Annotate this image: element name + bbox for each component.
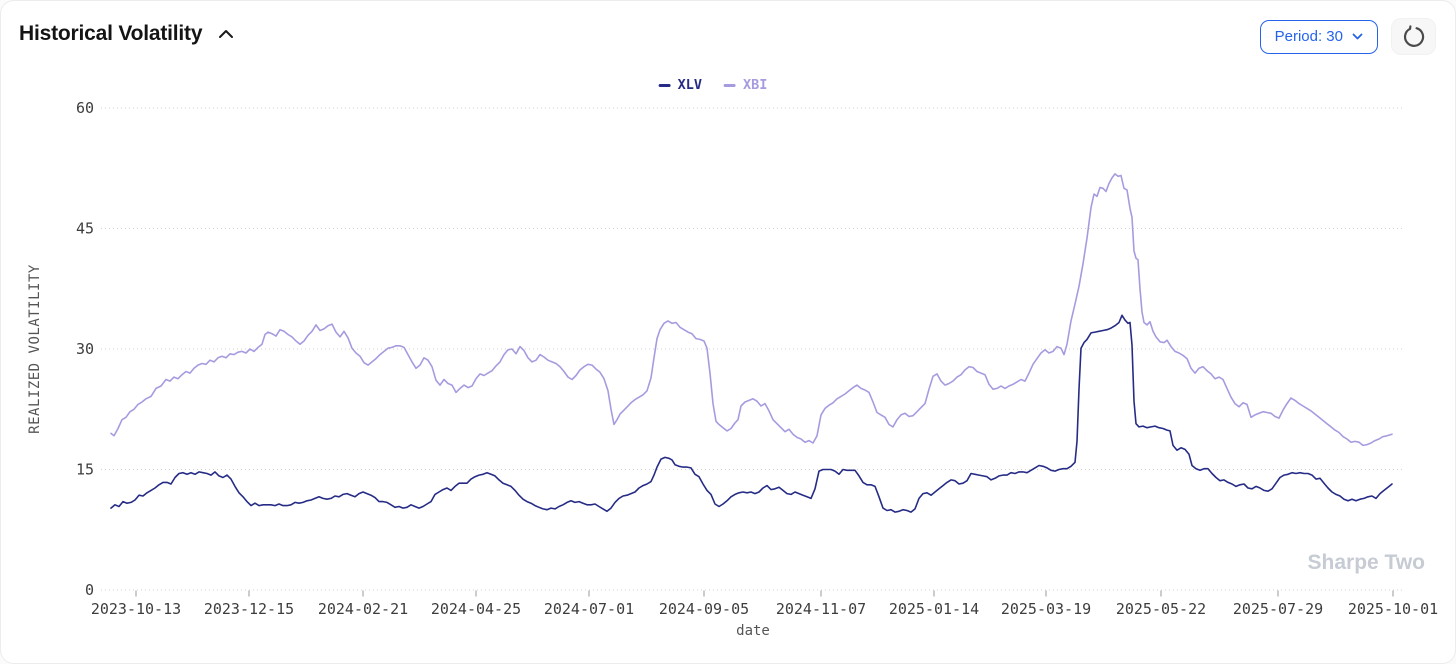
x-axis-title: date — [736, 623, 770, 639]
svg-text:60: 60 — [76, 99, 94, 117]
svg-text:2024-09-05: 2024-09-05 — [659, 600, 749, 618]
x-tick-labels: 2023-10-13 2023-12-15 2024-02-21 2024-04-25… — [91, 600, 1438, 618]
card-header: Historical Volatility — [19, 22, 236, 46]
page-title: Historical Volatility — [19, 22, 203, 45]
svg-text:2025-10-01: 2025-10-01 — [1348, 600, 1438, 618]
svg-text:45: 45 — [76, 220, 94, 238]
svg-text:2025-01-14: 2025-01-14 — [889, 600, 979, 618]
svg-text:2024-11-07: 2024-11-07 — [776, 600, 866, 618]
chart-legend: XLV XBI — [658, 77, 767, 93]
xlv-line-swatch — [658, 83, 671, 87]
svg-text:2025-07-29: 2025-07-29 — [1233, 600, 1323, 618]
series-line-xlv — [110, 314, 1393, 513]
svg-text:2024-02-21: 2024-02-21 — [318, 600, 408, 618]
svg-text:2025-05-22: 2025-05-22 — [1116, 600, 1206, 618]
svg-text:30: 30 — [76, 340, 94, 358]
period-select-label: Period: 30 — [1274, 28, 1343, 45]
x-tick-marks — [135, 590, 1394, 597]
svg-text:2024-07-01: 2024-07-01 — [544, 600, 634, 618]
y-tick-labels: 0 15 30 45 60 — [76, 99, 94, 599]
legend-label-xbi: XBI — [743, 77, 768, 93]
chevron-down-icon — [1352, 33, 1363, 40]
chevron-up-icon — [218, 29, 234, 39]
svg-text:2023-12-15: 2023-12-15 — [204, 600, 294, 618]
legend-label-xlv: XLV — [677, 77, 702, 93]
svg-text:2024-04-25: 2024-04-25 — [431, 600, 521, 618]
y-gridlines — [101, 107, 1405, 591]
period-select[interactable]: Period: 30 — [1259, 19, 1378, 54]
refresh-button[interactable] — [1391, 18, 1436, 55]
xbi-line-swatch — [724, 83, 736, 87]
svg-text:2025-03-19: 2025-03-19 — [1001, 600, 1091, 618]
svg-text:15: 15 — [76, 461, 94, 479]
legend-item-xlv[interactable]: XLV — [658, 77, 702, 93]
svg-text:2023-10-13: 2023-10-13 — [91, 600, 181, 618]
header-controls: Period: 30 — [1259, 18, 1436, 55]
legend-item-xbi[interactable]: XBI — [724, 77, 767, 93]
svg-text:0: 0 — [85, 581, 94, 599]
watermark: Sharpe Two — [1307, 551, 1425, 574]
collapse-button[interactable] — [216, 27, 236, 41]
loading-spinner-icon — [1403, 24, 1425, 49]
y-axis-title: REALIZED VOLATILITY — [27, 264, 43, 434]
series-line-xbi — [110, 173, 1393, 447]
